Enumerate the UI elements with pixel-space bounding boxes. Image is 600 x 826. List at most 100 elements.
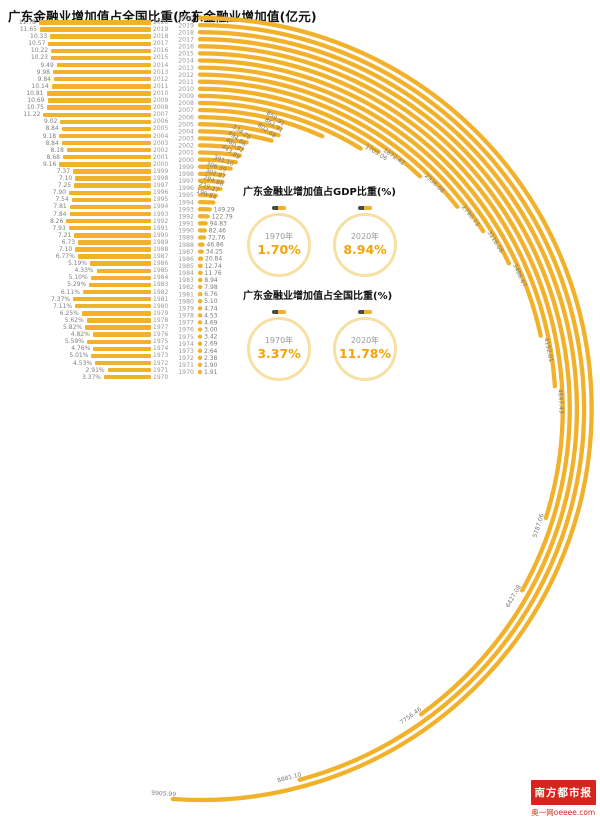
bar-row-2015: 10.23 2015	[0, 54, 178, 61]
bar-row-1986: 5.19% 1986	[0, 260, 178, 267]
bar-year-label: 2014	[153, 61, 169, 69]
bar-year-label: 2020	[153, 19, 169, 26]
arc-year-label: 2007	[178, 107, 194, 114]
bar-value-label: 4.76%	[71, 345, 91, 353]
bar-row-1977: 5.82% 1977	[0, 324, 178, 331]
arc-value-label: 122.79	[212, 213, 233, 220]
arc-year-label: 2011	[178, 79, 194, 86]
bar-value-label: 10.14	[31, 82, 49, 90]
bar-year-label: 2011	[153, 82, 169, 90]
bar-year-label: 2000	[153, 160, 169, 168]
arc-year-label: 2005	[178, 121, 194, 128]
bar-value-label: 6.77%	[55, 253, 75, 261]
bar-value-label: 5.01%	[69, 352, 89, 360]
arc-value-label: 5787.06	[532, 513, 546, 539]
arc-value-label: 7.98	[204, 284, 218, 291]
radial-arc-2009	[197, 93, 381, 154]
radial-arc-2013	[197, 65, 512, 266]
arc-year-label: 2004	[178, 129, 194, 136]
arc-year-label: 1973	[178, 348, 194, 355]
bar-value-label: 7.37%	[51, 295, 71, 303]
bar-row-2014: 9.49 2014	[0, 62, 178, 69]
bar	[50, 34, 151, 39]
arc-year-label: 1975	[178, 334, 194, 341]
mini-progress-icon	[272, 206, 286, 210]
arc-value-label: 1.91	[204, 369, 218, 376]
arc-year-label: 1976	[178, 327, 194, 334]
stat-share-2020: 2020年 11.78%	[333, 310, 397, 381]
bar-year-label: 1986	[153, 260, 169, 268]
bar-year-label: 2005	[153, 125, 169, 133]
arc-year-label: 1978	[178, 313, 194, 320]
radial-arc-1995	[197, 192, 219, 198]
bar-row-1979: 6.25% 1979	[0, 310, 178, 317]
arc-value-label: 2.38	[204, 355, 218, 362]
bar-value-label: 10.23	[30, 54, 48, 62]
arc-year-label: 1980	[178, 298, 194, 305]
bar	[71, 197, 151, 203]
bar	[81, 311, 151, 316]
bar-value-label: 10.33	[30, 33, 48, 41]
bar-year-label: 1990	[153, 231, 169, 239]
arc-year-label: 1974	[178, 341, 194, 348]
bar-year-label: 2017	[153, 40, 169, 48]
bar	[74, 233, 151, 238]
radial-arc-2016	[197, 44, 565, 521]
bar	[91, 353, 151, 359]
radial-arc-2007	[197, 107, 325, 139]
stat-year-label: 2020年	[350, 336, 380, 345]
bar-value-label: 9.98	[36, 68, 50, 76]
bar-year-label: 2019	[153, 26, 169, 34]
bar	[75, 247, 151, 252]
bar-year-label: 1998	[153, 175, 169, 183]
bar-row-2003: 8.84 2003	[0, 140, 178, 147]
arc-year-label: 1977	[178, 320, 194, 327]
bar	[90, 275, 151, 281]
bar-row-1976: 4.82% 1976	[0, 331, 178, 338]
bar-year-label: 1983	[153, 281, 169, 289]
arc-value-label: 149.29	[214, 206, 235, 213]
bar	[66, 218, 151, 224]
arc-value-label: 2.64	[204, 348, 218, 355]
bar	[69, 190, 151, 195]
bar	[82, 289, 151, 295]
bar-row-2018: 10.33 2018	[0, 33, 178, 40]
radial-arc-1996	[197, 185, 223, 192]
arc-value-label: 20.84	[205, 256, 222, 263]
bar-value-label: 7.90	[52, 189, 66, 197]
arc-value-label: 4.74	[204, 305, 218, 312]
arc-year-label: 2015	[178, 51, 194, 58]
bar-year-label: 1991	[153, 224, 169, 232]
bar-row-1991: 7.93 1991	[0, 225, 178, 232]
bar-row-1980: 7.11% 1980	[0, 303, 178, 310]
arc-value-label: 4647.43	[556, 389, 565, 414]
arc-year-label: 2001	[178, 150, 194, 157]
radial-arc-2012	[197, 72, 486, 234]
arc-value-label: 9905.99	[151, 790, 176, 799]
bar-value-label: 3.37%	[81, 373, 101, 381]
radial-arc-1999	[197, 164, 233, 171]
bar-value-label: 4.33%	[74, 267, 94, 275]
stat-year-label: 2020年	[350, 232, 380, 241]
bar-year-label: 1999	[153, 167, 169, 175]
arc-year-label: 1990	[178, 228, 194, 235]
bar-year-label: 1976	[153, 331, 169, 339]
bar-row-2013: 9.98 2013	[0, 69, 178, 76]
bar	[104, 374, 151, 380]
bar-year-label: 1975	[153, 338, 169, 346]
stat-ring: 2020年 8.94%	[333, 212, 397, 277]
arc-value-label: 12.74	[205, 263, 222, 270]
arc-year-label: 1991	[178, 221, 194, 228]
bar-year-label: 2015	[153, 54, 169, 62]
bar-value-label: 9.02	[44, 118, 58, 126]
bar	[48, 41, 151, 46]
radial-arc-2006	[197, 114, 283, 131]
bar-row-2009: 10.69 2009	[0, 97, 178, 104]
arc-value-label: 2.69	[204, 341, 218, 348]
bar-value-label: 11.65	[19, 26, 37, 34]
bar-year-label: 2002	[153, 146, 169, 154]
radial-arc-2011	[197, 79, 460, 209]
bar-value-label: 10.81	[26, 89, 44, 97]
bar-value-label: 2.91%	[85, 366, 105, 374]
